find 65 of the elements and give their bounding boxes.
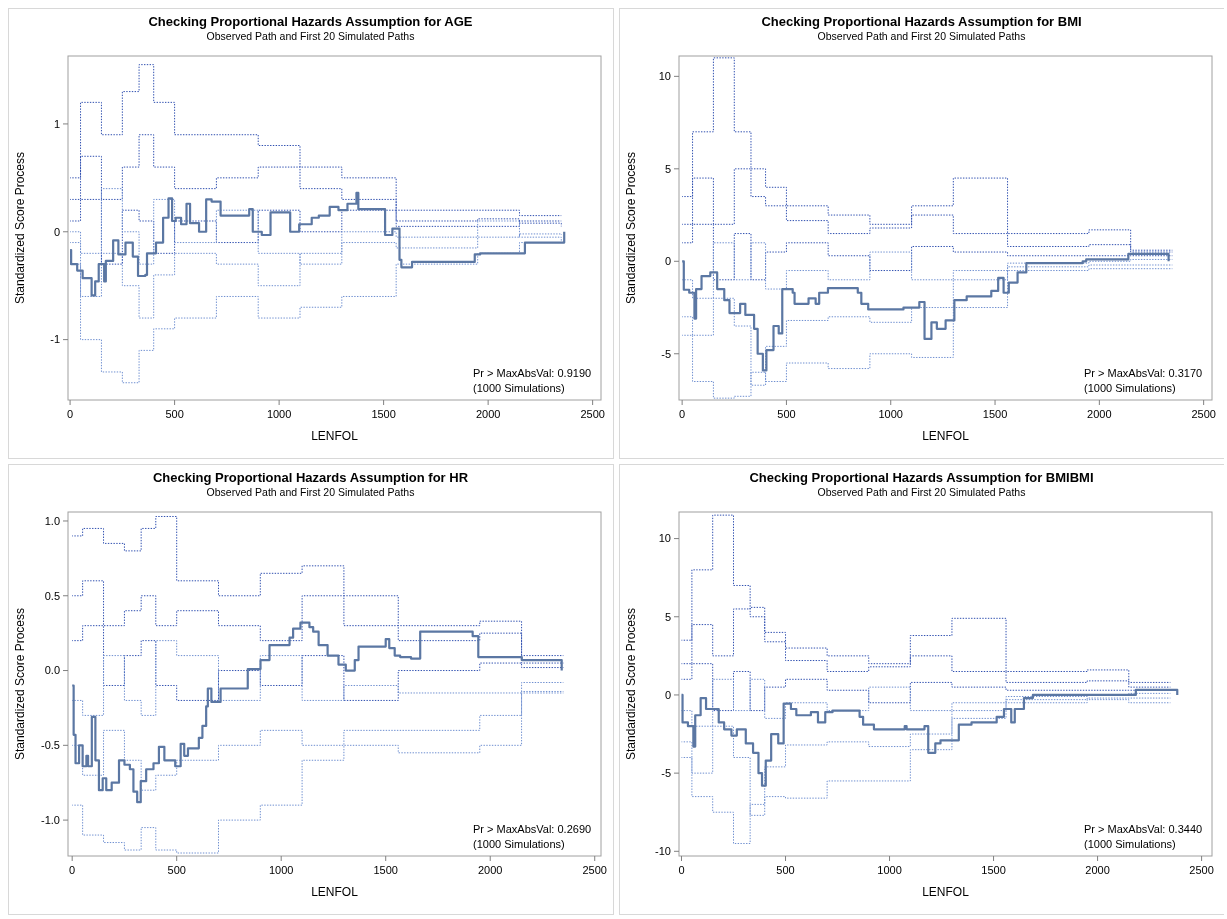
- x-axis-title: LENFOL: [922, 885, 970, 899]
- x-tick-label: 2500: [580, 408, 605, 420]
- chart-title: Checking Proportional Hazards Assumption for HR: [152, 470, 469, 485]
- annotation: Pr > MaxAbsVal: 0.3440: [1084, 823, 1203, 835]
- y-tick-label: -5: [661, 347, 671, 360]
- annotation: Pr > MaxAbsVal: 0.9190: [473, 367, 592, 379]
- y-tick-label: 0.0: [44, 664, 60, 677]
- x-tick-label: 500: [777, 408, 796, 420]
- chart-title: Checking Proportional Hazards Assumption for BMIBMI: [749, 470, 1094, 485]
- x-tick-label: 1000: [878, 408, 903, 420]
- y-tick-label: 5: [664, 162, 671, 175]
- y-tick-label: -0.5: [41, 739, 60, 752]
- x-tick-label: 500: [165, 408, 184, 420]
- x-tick-label: 1500: [981, 864, 1006, 876]
- y-tick-label: 1.0: [44, 514, 60, 527]
- x-tick-label: 1000: [877, 864, 902, 876]
- chart-title: Checking Proportional Hazards Assumption for BMI: [761, 14, 1082, 29]
- x-tick-label: 0: [67, 408, 74, 420]
- y-tick-label: -1: [50, 333, 60, 346]
- chart-subtitle: Observed Path and First 20 Simulated Paths: [206, 30, 415, 42]
- annotation: (1000 Simulations): [473, 838, 565, 850]
- y-tick-label: 0: [664, 255, 671, 268]
- x-tick-label: 0: [69, 864, 76, 876]
- x-tick-label: 1500: [373, 864, 398, 876]
- annotation: (1000 Simulations): [1084, 838, 1176, 850]
- x-tick-label: 1000: [268, 864, 294, 876]
- x-tick-label: 1500: [371, 408, 396, 420]
- x-tick-label: 2000: [1085, 864, 1110, 876]
- x-tick-label: 1000: [266, 408, 292, 420]
- x-tick-label: 0: [679, 408, 686, 420]
- annotation: (1000 Simulations): [1084, 382, 1176, 394]
- y-tick-label: 0: [53, 225, 60, 238]
- x-tick-label: 500: [167, 864, 186, 876]
- x-tick-label: 2000: [1087, 408, 1112, 420]
- annotation: Pr > MaxAbsVal: 0.3170: [1084, 367, 1203, 379]
- annotation: (1000 Simulations): [473, 382, 565, 394]
- y-axis-title: Standardized Score Process: [13, 607, 27, 761]
- x-tick-label: 2500: [1189, 864, 1214, 876]
- y-tick-label: -1.0: [41, 813, 60, 826]
- x-tick-label: 0: [678, 864, 685, 876]
- x-tick-label: 500: [776, 864, 795, 876]
- chart-title: Checking Proportional Hazards Assumption for AGE: [148, 14, 473, 29]
- y-tick-label: -5: [661, 766, 671, 779]
- y-tick-label: 5: [664, 610, 671, 623]
- annotation: Pr > MaxAbsVal: 0.2690: [473, 823, 592, 835]
- x-tick-label: 2000: [477, 864, 503, 876]
- y-tick-label: 0: [664, 688, 671, 701]
- y-tick-label: 1: [53, 117, 60, 130]
- y-tick-label: 10: [658, 532, 671, 545]
- chart-subtitle: Observed Path and First 20 Simulated Paths: [817, 486, 1026, 498]
- y-tick-label: 0.5: [44, 589, 60, 602]
- x-axis-title: LENFOL: [311, 885, 359, 899]
- x-axis-title: LENFOL: [922, 429, 970, 443]
- x-axis-title: LENFOL: [311, 429, 359, 443]
- x-tick-label: 1500: [982, 408, 1008, 420]
- y-axis-title: Standardized Score Process: [13, 151, 27, 305]
- x-tick-label: 2500: [1191, 408, 1216, 420]
- y-tick-label: -10: [655, 845, 671, 858]
- y-tick-label: 10: [658, 70, 671, 83]
- x-tick-label: 2000: [475, 408, 501, 420]
- chart-subtitle: Observed Path and First 20 Simulated Paths: [817, 30, 1026, 42]
- chart-subtitle: Observed Path and First 20 Simulated Paths: [206, 486, 415, 498]
- y-axis-title: Standardized Score Process: [624, 151, 638, 305]
- y-axis-title: Standardized Score Process: [624, 607, 638, 761]
- x-tick-label: 2500: [582, 864, 607, 876]
